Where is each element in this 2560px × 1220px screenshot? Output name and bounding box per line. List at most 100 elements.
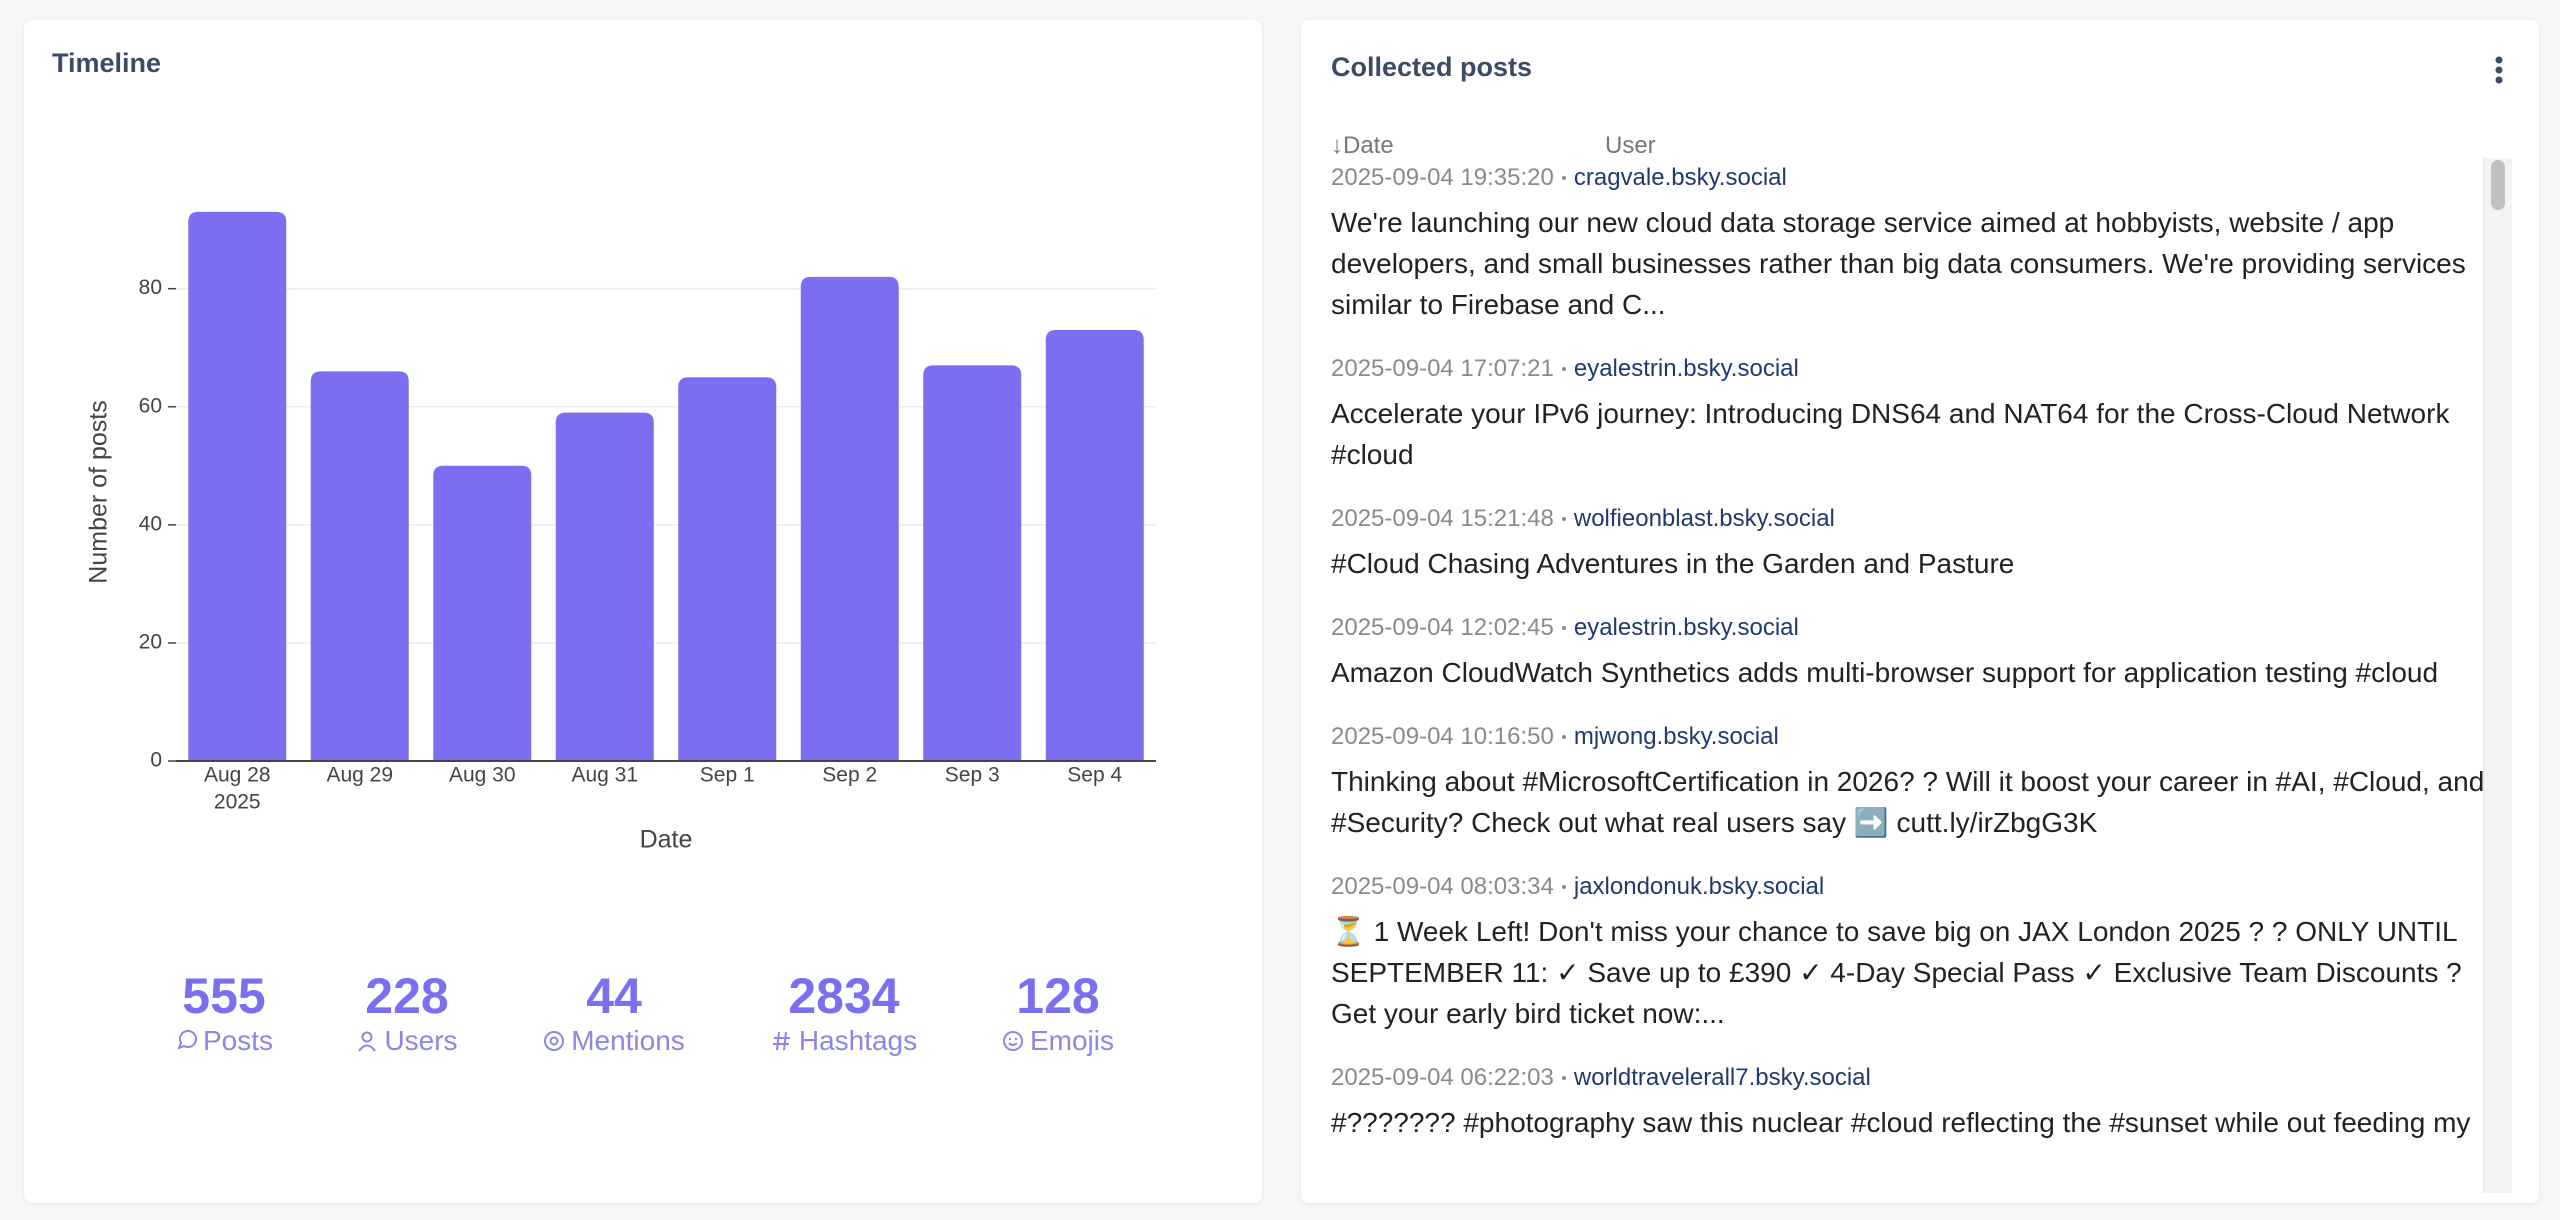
stat-label: Users: [384, 1025, 458, 1056]
separator-dot: [1561, 1076, 1566, 1080]
post-user[interactable]: jaxlondonuk.bsky.social: [1573, 873, 1825, 900]
stat-label-row: Hashtags: [714, 1024, 974, 1058]
post: 2025-09-04 06:22:03 worldtravelerall7.bsk…: [1331, 1058, 2491, 1143]
stat-value: 228: [365, 968, 449, 1024]
stat-label-row: Posts: [94, 1024, 354, 1058]
x-tick-label: Aug 29: [326, 764, 393, 787]
x-tick-label: Sep 4: [1067, 764, 1122, 787]
bar: [555, 412, 654, 761]
post-text: #??????? #photography saw this nuclear #…: [1331, 1107, 2471, 1138]
bar: [433, 465, 532, 761]
post-meta: 2025-09-04 08:03:34 jaxlondonuk.bsky.soci…: [1331, 867, 2491, 907]
stat-label-row: Emojis: [928, 1024, 1188, 1058]
post-meta: 2025-09-04 12:02:45 eyalestrin.bsky.socia…: [1331, 608, 2491, 648]
x-tick-label: Aug 31: [571, 764, 638, 787]
y-tick-label: 20: [139, 630, 162, 653]
stat: 128 Emojis: [928, 968, 1188, 1058]
post-list: 2025-09-04 19:35:20 cragvale.bsky.social W…: [1331, 158, 2491, 1193]
post-text: We're launching our new cloud data stora…: [1331, 207, 2466, 320]
x-tick-label: Sep 3: [945, 764, 1000, 787]
post-text: #Cloud Chasing Adventures in the Garden …: [1331, 548, 2015, 579]
post: 2025-09-04 08:03:34 jaxlondonuk.bsky.soci…: [1331, 867, 2491, 1034]
stat: 44 Mentions: [484, 968, 744, 1058]
stat-value: 2834: [788, 968, 900, 1024]
stat: 228 Users: [277, 968, 537, 1058]
x-tick-label: Sep 2: [822, 764, 877, 787]
bar: [1045, 330, 1144, 761]
stat: 555 Posts: [94, 968, 354, 1058]
separator-dot: [1561, 517, 1566, 521]
stat-label: Emojis: [1029, 1025, 1114, 1056]
post: 2025-09-04 12:02:45 eyalestrin.bsky.socia…: [1331, 608, 2491, 693]
post: 2025-09-04 17:07:21 eyalestrin.bsky.socia…: [1331, 349, 2491, 475]
bar: [678, 377, 777, 761]
post-meta: 2025-09-04 17:07:21 eyalestrin.bsky.socia…: [1331, 349, 2491, 389]
stat-label-row: Users: [277, 1024, 537, 1058]
separator-dot: [1561, 176, 1566, 180]
y-tick-label: 60: [139, 394, 162, 417]
separator-dot: [1561, 367, 1566, 371]
column-header[interactable]: ↓Date: [1331, 132, 1394, 159]
posts-card: Collected posts ↓Date User 2025-09-04 19…: [1301, 20, 2539, 1203]
post-meta: 2025-09-04 19:35:20 cragvale.bsky.social: [1331, 158, 2491, 198]
bar: [800, 276, 899, 761]
separator-dot: [1561, 735, 1566, 739]
stat-label-row: Mentions: [484, 1024, 744, 1058]
bar: [310, 371, 409, 761]
bar: [188, 211, 287, 762]
post-text: Amazon CloudWatch Synthetics adds multi-…: [1331, 657, 2439, 688]
scrollbar[interactable]: [2483, 158, 2512, 1193]
column-header[interactable]: User: [1605, 132, 1656, 159]
stat-label: Posts: [202, 1025, 274, 1056]
y-tick-label: 40: [139, 512, 162, 535]
stat-icon: [358, 1031, 377, 1052]
post-date: 2025-09-04 19:35:20: [1331, 164, 1554, 191]
post-date: 2025-09-04 15:21:48: [1331, 505, 1554, 532]
post-meta: 2025-09-04 15:21:48 wolfieonblast.bsky.so…: [1331, 499, 2491, 539]
stat-value: 44: [586, 968, 642, 1024]
post-text: Accelerate your IPv6 journey: Introducin…: [1331, 398, 2450, 470]
stat: 2834 Hashtags: [714, 968, 974, 1058]
separator-dot: [1561, 626, 1566, 630]
separator-dot: [1561, 885, 1566, 889]
scrollbar-thumb[interactable]: [2491, 160, 2505, 210]
y-tick-label: 80: [139, 276, 162, 299]
post-user[interactable]: mjwong.bsky.social: [1573, 723, 1779, 750]
x-tick-label: Sep 1: [700, 764, 755, 787]
card-title: Collected posts: [1331, 52, 1533, 82]
post-date: 2025-09-04 17:07:21: [1331, 355, 1554, 382]
stat-icon: [177, 1030, 197, 1050]
post-meta: 2025-09-04 10:16:50 mjwong.bsky.social: [1331, 717, 2491, 757]
post-date: 2025-09-04 12:02:45: [1331, 614, 1554, 641]
post-text: Thinking about #MicrosoftCertification i…: [1331, 766, 2485, 838]
card-title: Timeline: [52, 48, 162, 78]
timeline-card: Timeline 0 20 40 60 80 Aug 28 Aug 29 Aug 30 Aug …: [24, 20, 1262, 1203]
x-tick-year: 2025: [214, 791, 261, 814]
post: 2025-09-04 10:16:50 mjwong.bsky.social Thi…: [1331, 717, 2491, 843]
stat-label: Hashtags: [798, 1025, 918, 1056]
x-axis-title: Date: [640, 826, 693, 854]
post-text: ⏳ 1 Week Left! Don't miss your chance to…: [1331, 916, 2462, 1029]
menu-button[interactable]: [2489, 55, 2509, 85]
post-date: 2025-09-04 06:22:03: [1331, 1064, 1554, 1091]
bar: [923, 365, 1022, 761]
post-user[interactable]: cragvale.bsky.social: [1573, 164, 1787, 191]
post-date: 2025-09-04 10:16:50: [1331, 723, 1554, 750]
post: 2025-09-04 19:35:20 cragvale.bsky.social W…: [1331, 158, 2491, 325]
x-tick-label: Aug 30: [449, 764, 516, 787]
post: 2025-09-04 15:21:48 wolfieonblast.bsky.so…: [1331, 499, 2491, 584]
stat-value: 128: [1016, 968, 1100, 1024]
stat-label: Mentions: [571, 1025, 685, 1056]
stat-icon: [544, 1031, 565, 1051]
post-user[interactable]: worldtravelerall7.bsky.social: [1573, 1064, 1871, 1091]
post-user[interactable]: wolfieonblast.bsky.social: [1573, 505, 1835, 532]
post-user[interactable]: eyalestrin.bsky.social: [1573, 355, 1799, 382]
stat-value: 555: [182, 968, 266, 1024]
y-tick-label: 0: [150, 749, 162, 772]
y-axis-title: Number of posts: [85, 400, 113, 583]
stat-icon: [772, 1031, 790, 1051]
post-user[interactable]: eyalestrin.bsky.social: [1573, 614, 1799, 641]
chart: 0 20 40 60 80 Aug 28 Aug 29 Aug 30 Aug 31 Sep 1 Se…: [85, 211, 1156, 854]
x-tick-label: Aug 28: [204, 764, 271, 787]
